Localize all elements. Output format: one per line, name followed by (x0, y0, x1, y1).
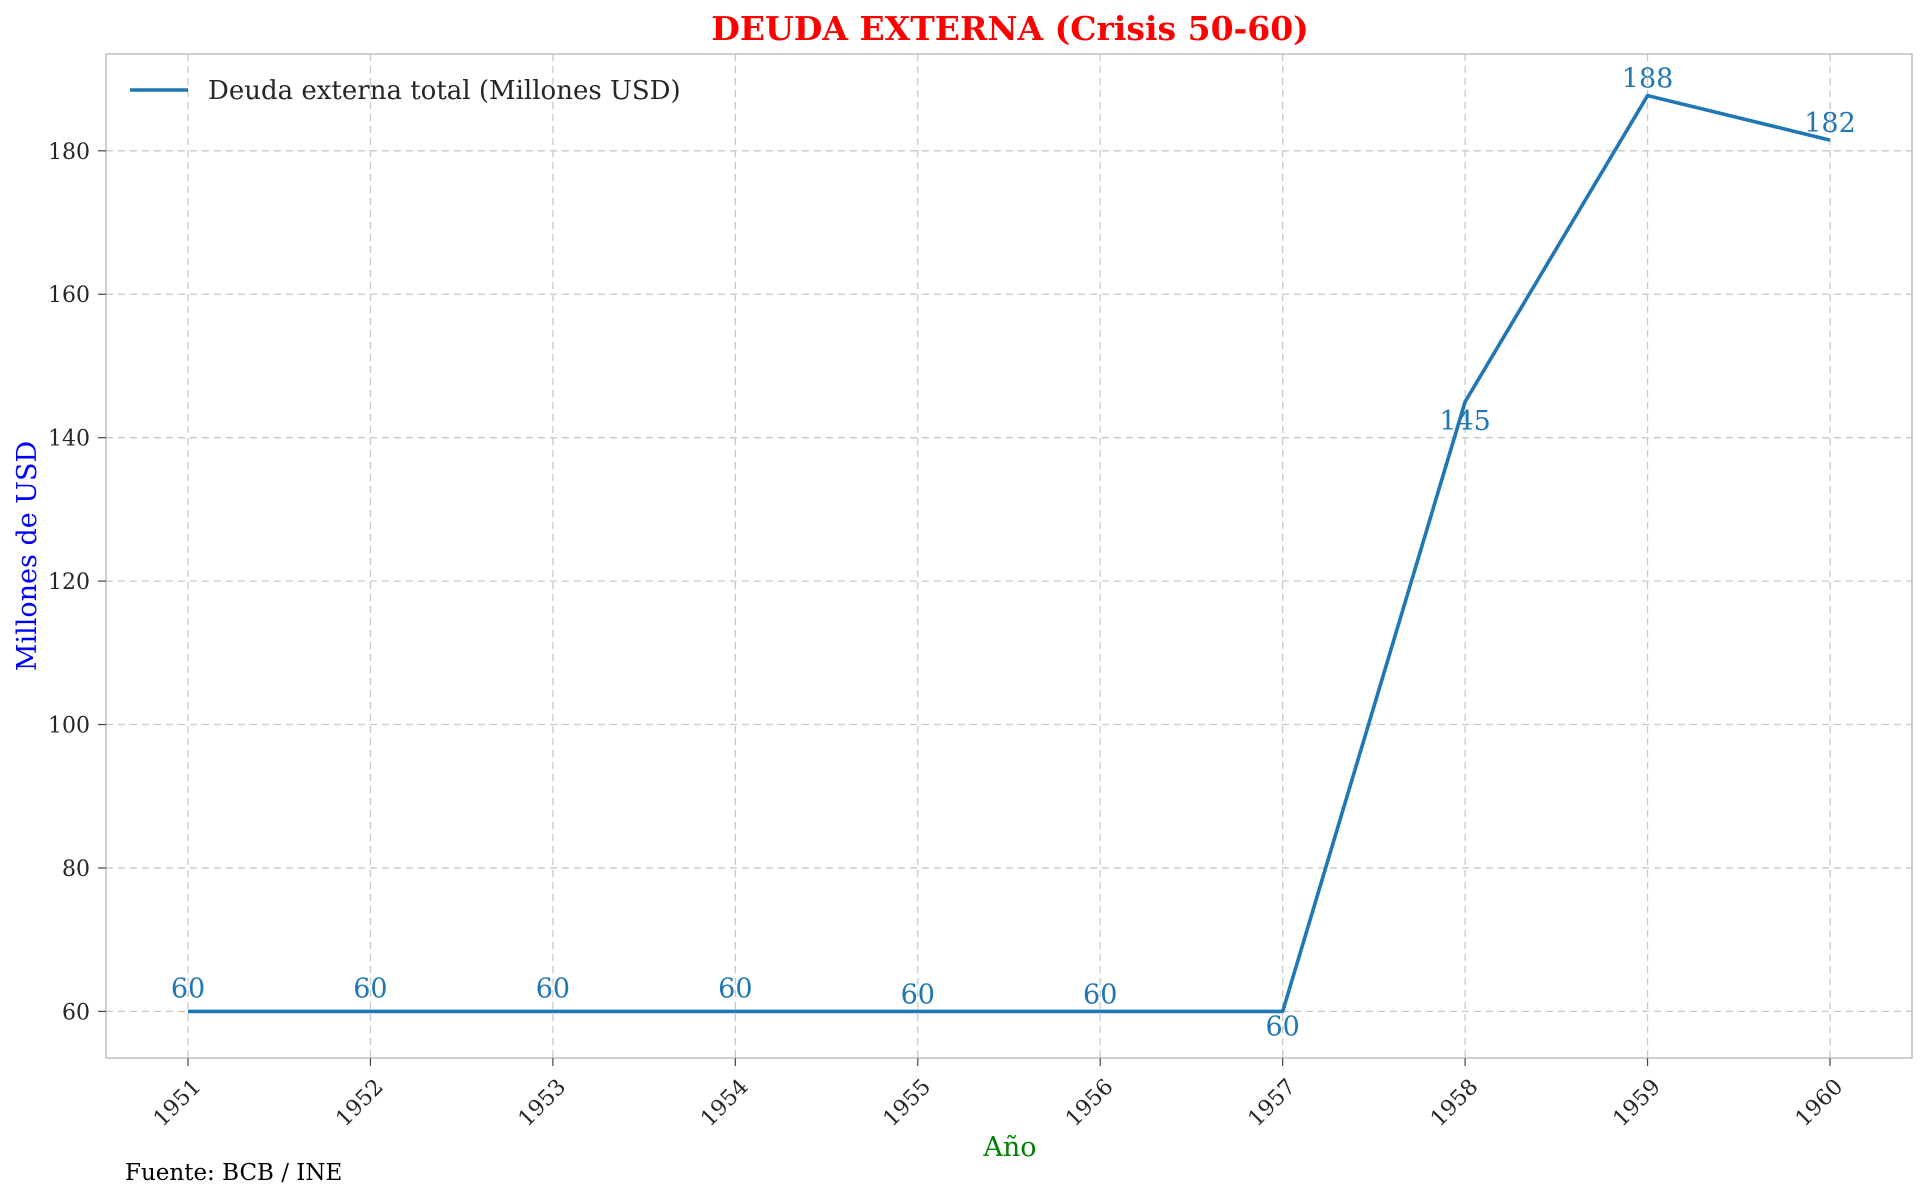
grid (106, 54, 1912, 1058)
data-label-point: 60 (353, 973, 387, 1004)
data-label-point: 60 (536, 973, 570, 1004)
y-axis-label: Millones de USD (12, 441, 43, 671)
x-tick-label: 1952 (331, 1075, 388, 1132)
x-tick-label: 1953 (514, 1075, 571, 1132)
plot-area-frame (105, 53, 1913, 1059)
y-axis: 60 80 100 120 140 160 180 (48, 140, 106, 1025)
series-line-deuda-externa (188, 93, 1831, 1014)
x-tick-label: 1960 (1791, 1075, 1848, 1132)
chart-title: DEUDA EXTERNA (Crisis 50-60) (711, 9, 1309, 48)
y-tick-label: 60 (62, 1000, 90, 1025)
x-axis-label: Año (982, 1132, 1036, 1163)
source-note: Fuente: BCB / INE (125, 1160, 342, 1186)
y-tick-label: 80 (62, 857, 90, 882)
y-tick-label: 140 (48, 427, 90, 452)
data-labels: 60 60 60 60 60 60 60 145 188 182 (171, 64, 1856, 1043)
x-tick-label: 1951 (149, 1075, 206, 1132)
y-tick-label: 180 (48, 140, 90, 165)
x-tick-label: 1955 (879, 1075, 936, 1132)
x-axis: 1951 1952 1953 1954 1955 1956 1957 1958 1959 1960 (149, 1058, 1848, 1132)
data-label-point: 145 (1439, 406, 1491, 437)
data-label-point: 60 (1265, 1011, 1299, 1042)
data-label-point: 60 (171, 973, 205, 1004)
x-tick-label: 1956 (1061, 1075, 1118, 1132)
y-tick-label: 120 (48, 570, 90, 595)
data-label-point: 60 (718, 973, 752, 1004)
legend: Deuda externa total (Millones USD) (130, 76, 681, 106)
x-tick-label: 1957 (1244, 1075, 1301, 1132)
data-label-point: 188 (1622, 64, 1674, 95)
legend-label: Deuda externa total (Millones USD) (208, 76, 681, 106)
data-label-point: 182 (1804, 108, 1856, 139)
x-tick-label: 1954 (696, 1075, 753, 1132)
y-tick-label: 160 (48, 283, 90, 308)
x-tick-label: 1959 (1609, 1075, 1666, 1132)
data-label-point: 60 (1083, 979, 1117, 1010)
data-label-point: 60 (901, 979, 935, 1010)
x-tick-label: 1958 (1426, 1075, 1483, 1132)
y-tick-label: 100 (48, 714, 90, 739)
